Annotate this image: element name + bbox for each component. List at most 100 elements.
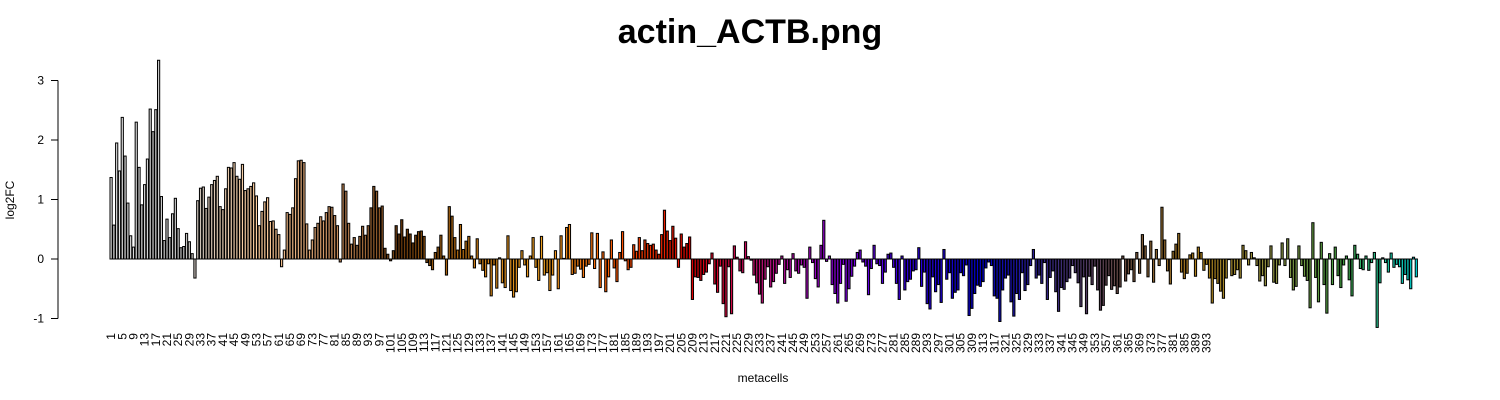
- bar-130: [470, 255, 474, 260]
- bar-449: [1361, 258, 1365, 271]
- bar-440: [1336, 258, 1340, 277]
- bar-184: [620, 231, 625, 260]
- bar-20: [162, 240, 166, 260]
- bar-178: [604, 258, 608, 293]
- bar-216: [710, 252, 714, 260]
- bar-169: [579, 258, 583, 270]
- bar-162: [559, 235, 563, 260]
- x-tick-label: 301: [943, 333, 957, 353]
- bar-62: [279, 258, 284, 268]
- x-tick-label: 141: [495, 333, 509, 353]
- bar-282: [894, 258, 899, 284]
- bar-346: [1073, 258, 1077, 274]
- bar-292: [922, 258, 926, 273]
- bar-220: [721, 258, 725, 305]
- bar-163: [562, 257, 566, 260]
- bar-105: [400, 219, 404, 260]
- bar-366: [1129, 258, 1133, 271]
- x-tick-label: 173: [585, 333, 599, 353]
- bar-21: [165, 218, 169, 260]
- bar-337: [1048, 258, 1052, 278]
- bar-168: [576, 258, 580, 267]
- bar-4: [117, 170, 122, 260]
- bar-238: [771, 258, 776, 283]
- bar-454: [1375, 258, 1379, 328]
- x-tick-label: 305: [954, 333, 968, 353]
- bar-156: [542, 258, 546, 276]
- x-tick-label: 137: [484, 333, 498, 353]
- bar-181: [612, 258, 616, 269]
- bar-247: [797, 258, 801, 274]
- bar-359: [1110, 258, 1114, 290]
- bar-128: [464, 240, 468, 260]
- bar-228: [743, 241, 748, 260]
- bar-25: [176, 228, 180, 260]
- bar-26: [179, 247, 183, 260]
- bar-248: [799, 258, 804, 266]
- bar-5: [120, 116, 124, 260]
- bar-71: [305, 223, 309, 260]
- bar-288: [911, 258, 915, 272]
- bar-381: [1171, 250, 1175, 260]
- bar-270: [861, 258, 865, 263]
- bar-374: [1151, 258, 1156, 283]
- x-tick-label: 233: [753, 333, 767, 353]
- bar-368: [1135, 251, 1139, 260]
- bar-125: [456, 249, 460, 260]
- x-tick-label: 373: [1144, 333, 1158, 353]
- bar-466: [1409, 258, 1413, 290]
- bar-96: [375, 190, 379, 260]
- bar-185: [623, 258, 627, 262]
- bars: [109, 59, 1418, 328]
- x-tick-label: 101: [384, 333, 398, 353]
- x-tick-label: 89: [350, 333, 364, 347]
- bar-74: [313, 226, 317, 260]
- bar-321: [1003, 258, 1008, 279]
- bar-416: [1269, 245, 1273, 260]
- bar-322: [1006, 258, 1010, 276]
- bar-418: [1274, 258, 1279, 284]
- bar-108: [408, 233, 412, 260]
- bar-255: [819, 244, 823, 260]
- bar-152: [531, 237, 535, 260]
- bar-6: [123, 155, 127, 260]
- bar-460: [1392, 258, 1396, 268]
- bar-336: [1045, 258, 1049, 300]
- bar-443: [1344, 255, 1349, 260]
- bar-362: [1118, 258, 1122, 288]
- bar-285: [903, 258, 907, 291]
- bar-332: [1034, 258, 1038, 279]
- bar-356: [1101, 258, 1105, 306]
- bar-335: [1042, 258, 1047, 264]
- bar-392: [1202, 258, 1206, 271]
- bar-42: [224, 188, 228, 260]
- x-tick-label: 361: [1110, 333, 1124, 353]
- x-tick-label: 341: [1054, 333, 1068, 353]
- bar-173: [590, 232, 594, 260]
- x-tick-label: 37: [205, 333, 219, 347]
- bar-166: [570, 258, 574, 275]
- bar-269: [858, 249, 862, 260]
- bar-372: [1146, 258, 1150, 278]
- bar-69: [299, 159, 303, 260]
- bar-316: [989, 258, 994, 267]
- y-tick-label: 0: [37, 252, 44, 266]
- bar-35: [204, 207, 208, 260]
- bar-213: [702, 258, 706, 275]
- x-tick-label: 153: [529, 333, 543, 353]
- bar-286: [906, 258, 910, 283]
- x-tick-label: 217: [708, 333, 722, 353]
- bar-82: [335, 225, 340, 260]
- bar-389: [1193, 258, 1198, 277]
- bar-70: [302, 162, 306, 260]
- x-tick-label: 249: [797, 333, 811, 353]
- bar-271: [864, 258, 868, 267]
- x-tick-label: 5: [115, 333, 129, 340]
- bar-347: [1076, 258, 1080, 284]
- bar-370: [1140, 234, 1145, 260]
- bar-183: [618, 251, 622, 260]
- x-tick-label: 121: [439, 333, 453, 353]
- bar-364: [1124, 258, 1128, 282]
- bar-376: [1157, 258, 1161, 267]
- bar-107: [405, 228, 409, 260]
